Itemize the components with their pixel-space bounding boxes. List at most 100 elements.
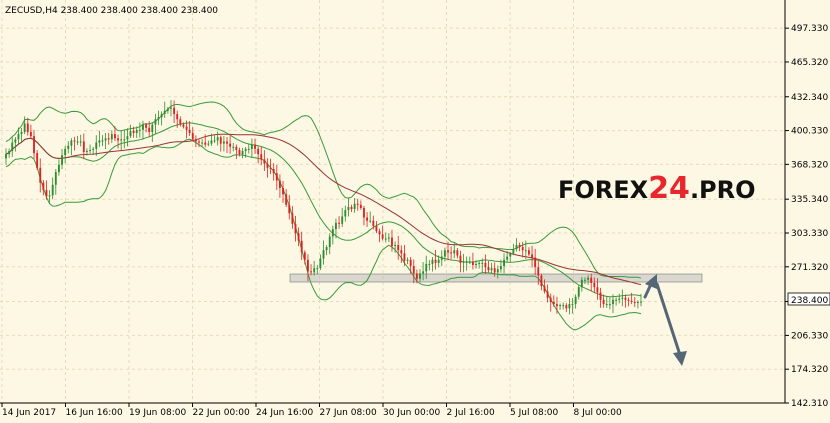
candle-body — [369, 220, 372, 222]
candle-body — [294, 223, 297, 234]
candle-body — [478, 262, 481, 264]
candle-body — [531, 254, 533, 258]
candle-body — [403, 253, 406, 261]
candle-body — [64, 148, 67, 156]
candle-body — [450, 252, 453, 254]
candle-body — [425, 263, 428, 272]
candle-body — [36, 153, 39, 168]
candle-body — [447, 250, 449, 253]
candle-body — [602, 299, 605, 305]
candle-body — [453, 250, 456, 254]
candle-body — [282, 187, 284, 195]
y-tick-label: 206.330 — [791, 331, 828, 341]
candle-body — [574, 296, 577, 305]
candle-body — [176, 114, 179, 120]
candle-body — [257, 148, 260, 155]
candle-body — [51, 184, 54, 196]
candle-body — [372, 220, 375, 226]
x-tick-label: 27 Jun 08:00 — [320, 408, 377, 418]
candle-body — [101, 140, 104, 142]
candle-body — [79, 141, 82, 143]
x-tick-label: 30 Jun 00:00 — [383, 408, 440, 418]
candle-body — [132, 130, 135, 134]
candle-body — [633, 301, 636, 304]
candle-body — [157, 117, 160, 120]
candle-body — [543, 286, 546, 292]
candle-body — [400, 250, 403, 254]
candle-body — [605, 304, 608, 306]
candle-body — [310, 271, 312, 273]
bollinger-lower-band — [5, 138, 642, 331]
y-tick-label: 303.330 — [791, 229, 828, 239]
candle-body — [459, 255, 462, 263]
candlesticks — [5, 100, 642, 315]
forecast-arrow-up-head — [645, 274, 657, 289]
candle-body — [166, 108, 169, 111]
candle-body — [148, 127, 151, 132]
candle-body — [278, 180, 281, 188]
x-tick-label: 5 Jul 08:00 — [510, 408, 559, 418]
candle-body — [201, 142, 204, 144]
logo-pro-text: .PRO — [690, 176, 756, 204]
candle-body — [528, 250, 530, 255]
candle-body — [107, 138, 110, 140]
candle-body — [117, 138, 119, 141]
candle-body — [142, 124, 144, 130]
candle-body — [503, 259, 505, 267]
candle-body — [126, 136, 129, 140]
candle-body — [303, 252, 306, 260]
candle-body — [490, 268, 493, 271]
candle-body — [238, 149, 241, 155]
candle-body — [232, 146, 235, 148]
candle-body — [210, 140, 213, 144]
candle-body — [499, 266, 502, 270]
candle-body — [537, 267, 540, 276]
candle-body — [363, 207, 365, 218]
grid-lines — [0, 0, 785, 404]
candle-body — [428, 263, 431, 265]
candle-body — [216, 137, 219, 141]
candle-body — [39, 167, 42, 183]
candle-body — [54, 172, 57, 185]
candle-body — [397, 244, 400, 251]
candle-body — [331, 229, 334, 237]
candle-body — [61, 155, 63, 165]
candle-body — [580, 279, 583, 288]
candle-body — [82, 141, 85, 153]
candle-body — [546, 291, 549, 298]
candle-body — [73, 140, 76, 142]
candle-body — [552, 301, 555, 305]
candle-body — [160, 114, 163, 118]
candle-body — [20, 131, 23, 135]
candle-body — [335, 222, 337, 230]
candle-body — [266, 163, 269, 168]
candle-body — [85, 150, 88, 153]
y-tick-label: 400.330 — [791, 127, 828, 137]
candle-body — [42, 182, 45, 191]
candle-body — [89, 149, 91, 151]
candle-body — [584, 279, 586, 281]
candle-body — [496, 269, 499, 273]
candle-body — [350, 206, 353, 210]
y-tick-label: 142.310 — [791, 399, 828, 409]
forecast-arrows — [643, 274, 687, 366]
candle-body — [254, 144, 256, 149]
candle-body — [440, 256, 443, 260]
candle-body — [285, 194, 288, 205]
candle-body — [512, 249, 515, 254]
svg-text:FOREX24.PRO: FOREX24.PRO — [558, 171, 756, 206]
chart-header: ZECUSD,H4 238.400 238.400 238.400 238.40… — [5, 6, 218, 16]
candle-body — [565, 305, 568, 309]
candle-body — [359, 204, 362, 208]
bollinger-upper-band — [5, 101, 642, 279]
candle-body — [11, 142, 14, 151]
candle-body — [462, 261, 465, 263]
candle-body — [415, 273, 418, 279]
candle-body — [412, 266, 415, 274]
forex24-logo: FOREX24.PRO — [558, 171, 756, 206]
current-price-label: 238.400 — [791, 296, 828, 306]
candle-body — [272, 168, 275, 174]
candle-body — [409, 259, 412, 267]
